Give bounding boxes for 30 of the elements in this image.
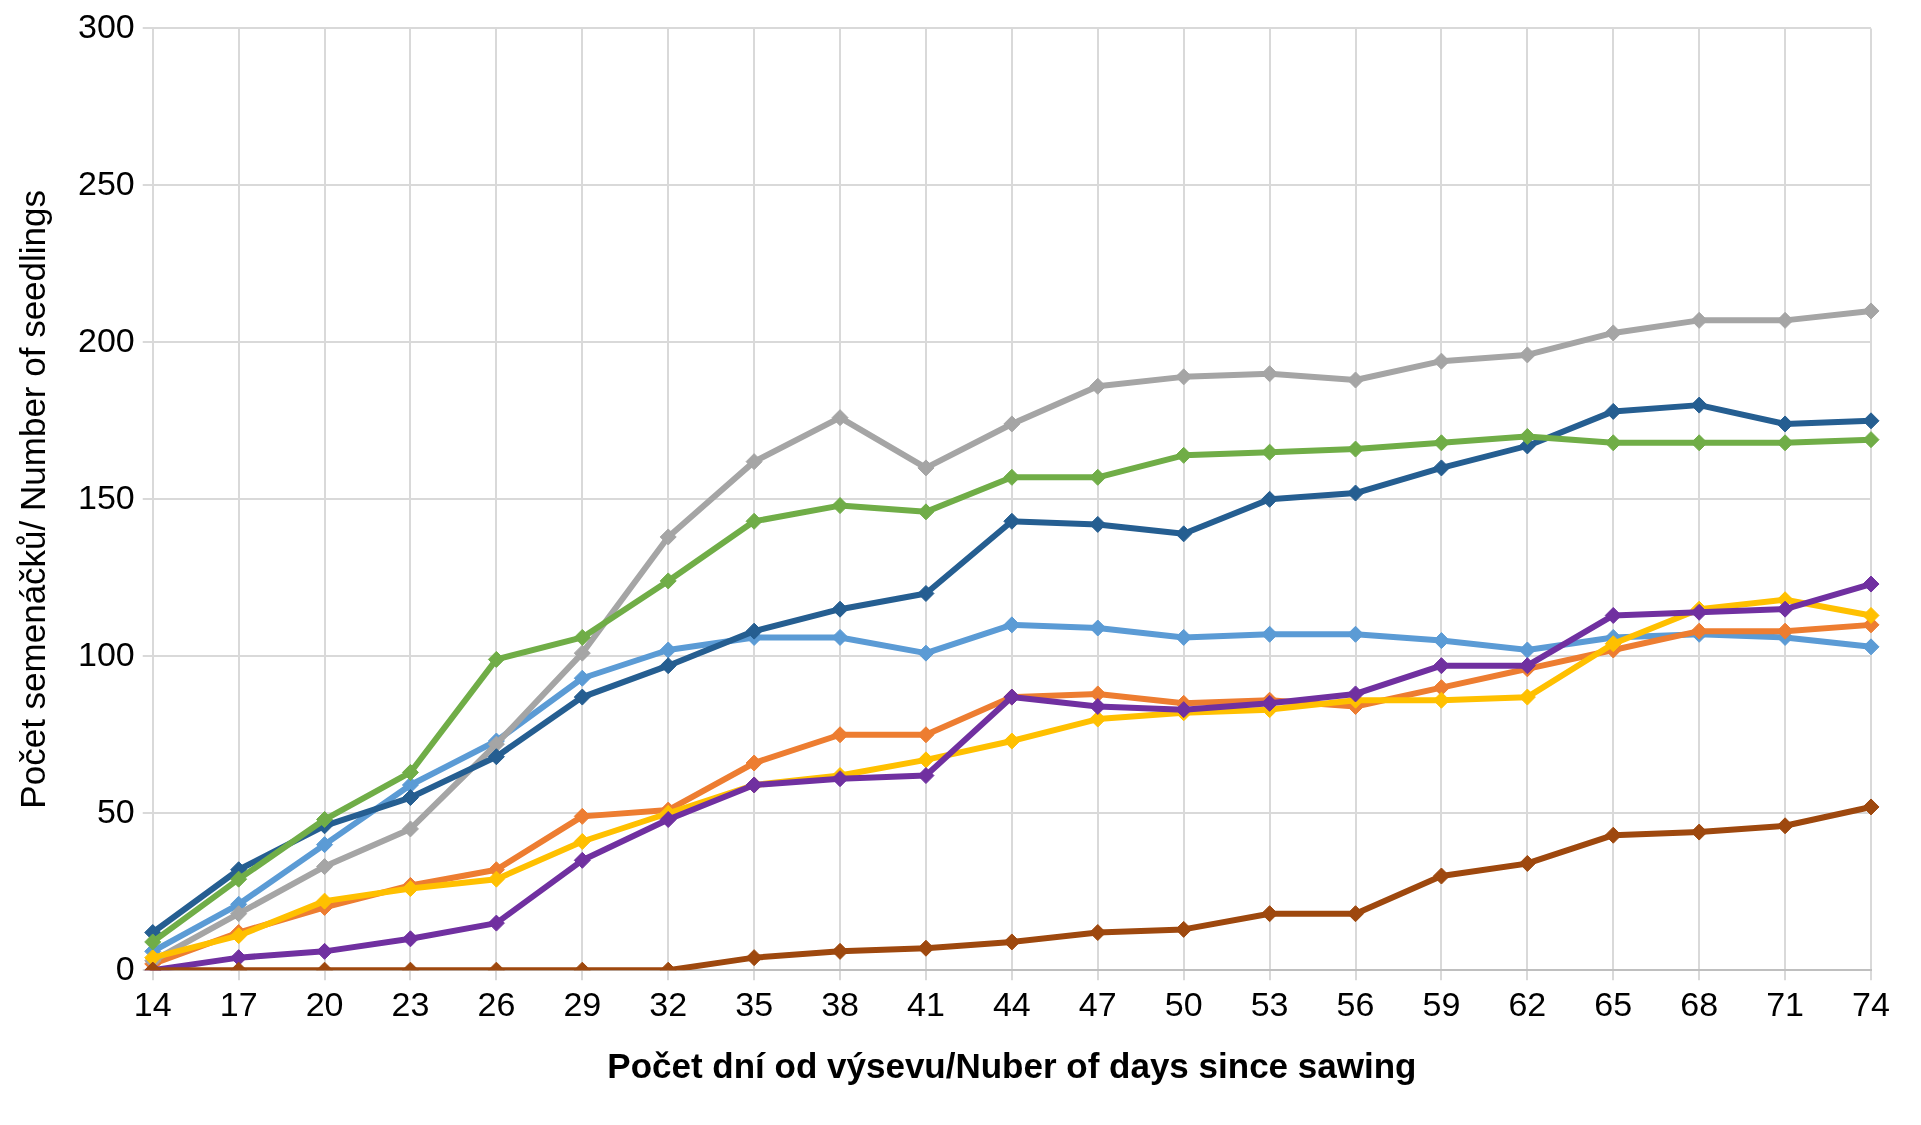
- x-tick-label: 56: [1336, 984, 1375, 1023]
- x-tick-label: 59: [1422, 984, 1461, 1023]
- x-tick-label: 26: [477, 984, 516, 1023]
- x-tick-label: 41: [907, 984, 945, 1023]
- y-axis-title: Počet semenáčků/ Number of seedlings: [12, 189, 52, 809]
- y-tick-label: 150: [77, 477, 135, 516]
- y-tick-label: 100: [77, 634, 135, 673]
- y-tick-label: 0: [115, 948, 135, 987]
- x-tick-label: 17: [219, 984, 258, 1023]
- x-tick-label: 23: [391, 984, 430, 1023]
- x-tick-label: 71: [1766, 984, 1804, 1023]
- x-tick-label: 50: [1164, 984, 1203, 1023]
- x-tick-label: 14: [133, 984, 172, 1023]
- x-tick-label: 32: [649, 984, 688, 1023]
- x-tick-label: 68: [1680, 984, 1719, 1023]
- x-tick-label: 44: [992, 984, 1031, 1023]
- x-tick-label: 35: [735, 984, 774, 1023]
- x-tick-label: 74: [1852, 984, 1890, 1023]
- y-tick-label: 50: [96, 791, 135, 830]
- x-tick-label: 65: [1594, 984, 1633, 1023]
- x-tick-label: 38: [821, 984, 859, 1023]
- x-tick-label: 20: [305, 984, 344, 1023]
- x-tick-label: 62: [1508, 984, 1547, 1023]
- x-tick-label: 29: [563, 984, 602, 1023]
- x-axis-title: Počet dní od výsevu/Nuber of days since sawing: [607, 1045, 1417, 1085]
- x-tick-label: 47: [1078, 984, 1117, 1023]
- x-tick-label: 53: [1250, 984, 1289, 1023]
- y-tick-label: 250: [77, 163, 135, 202]
- y-tick-label: 300: [77, 6, 135, 45]
- y-tick-label: 200: [77, 320, 135, 359]
